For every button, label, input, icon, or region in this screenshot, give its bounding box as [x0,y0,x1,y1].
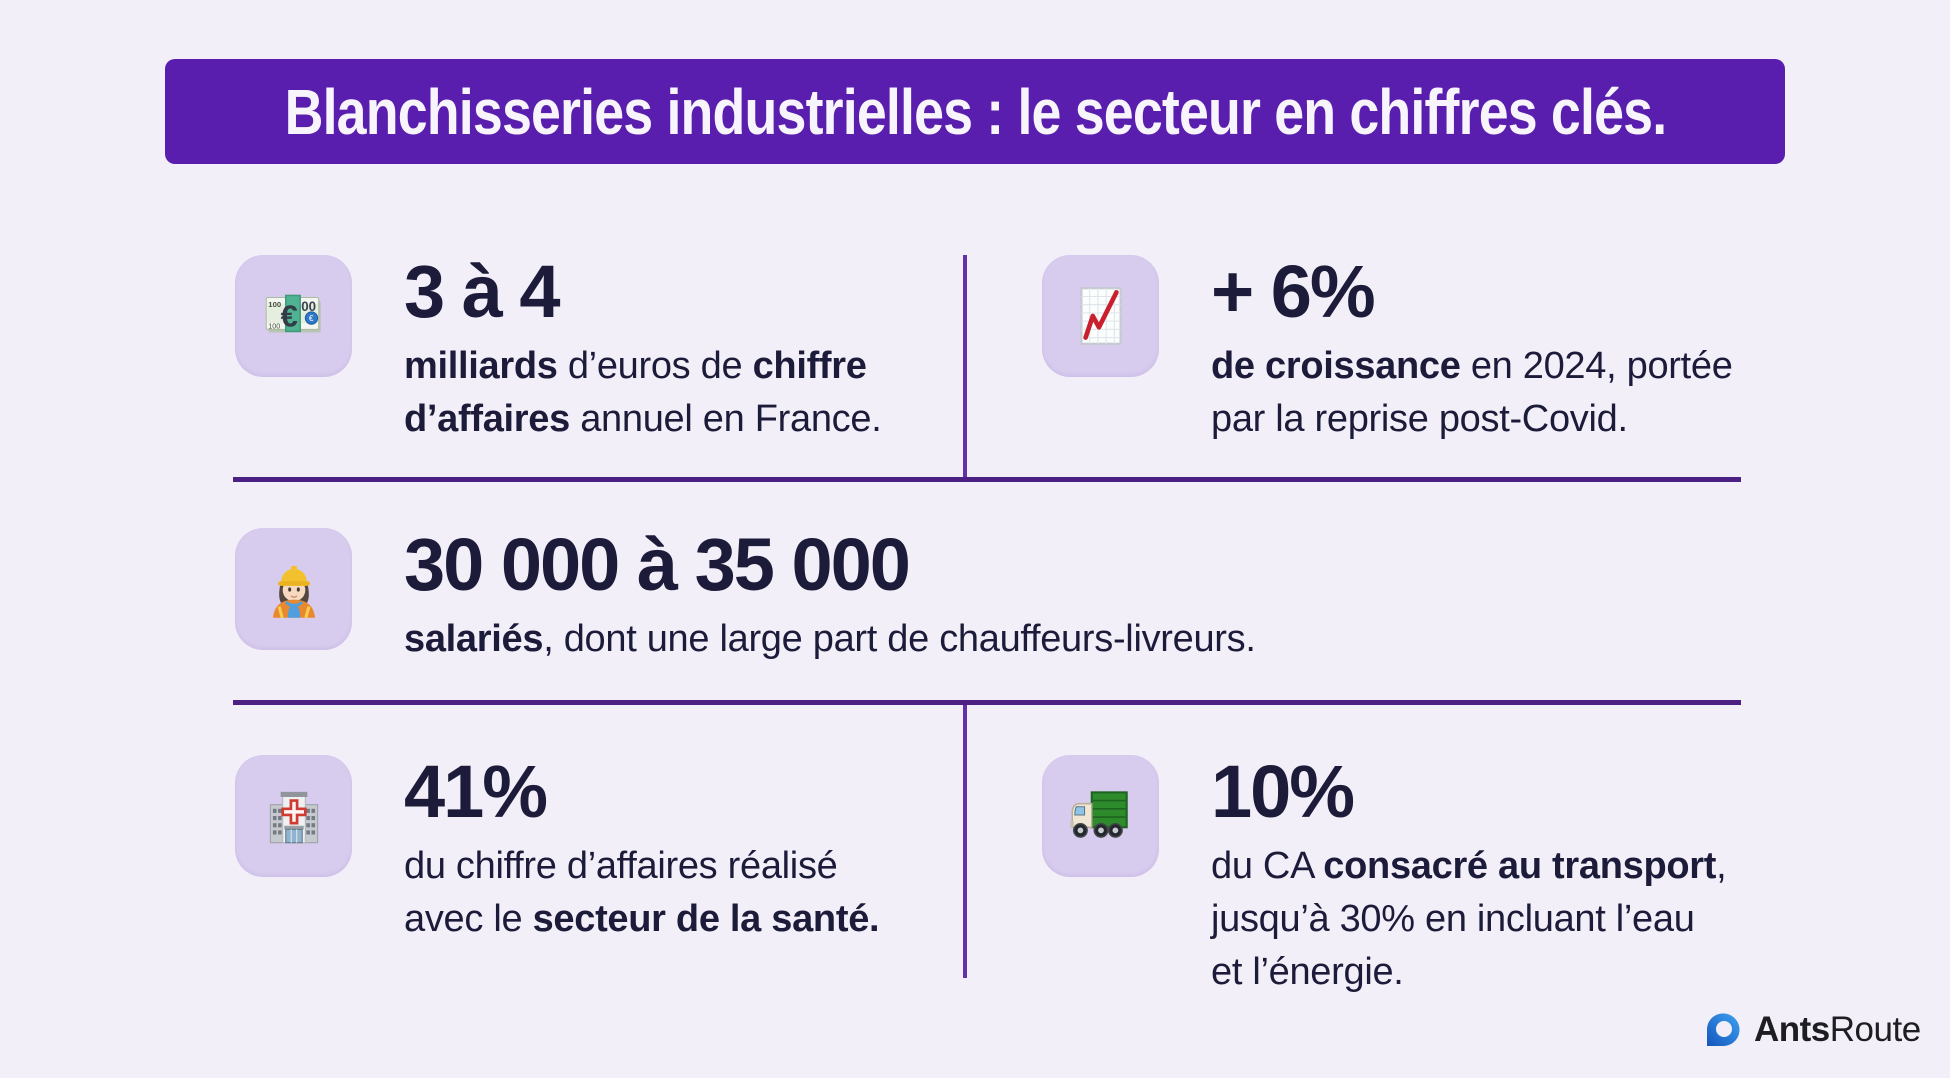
icon-tile: 100 100 00 € € [235,255,352,377]
stat-body: 3 à 4 milliards d’euros de chiffre d’affa… [404,250,882,446]
stat-headline: 3 à 4 [404,250,561,333]
logo-text-route: Route [1829,1010,1921,1049]
divider-vertical-top [963,255,967,477]
icon-tile [1042,755,1159,877]
logo-wordmark: AntsRoute [1754,1010,1921,1050]
icon-tile [235,755,352,877]
title-banner: Blanchisseries industrielles : le secteu… [165,59,1785,164]
stat-text: du CA consacré au transport, jusqu’à 30% … [1211,845,1727,993]
stat-text: du chiffre d’affaires réalisé avec le sec… [404,845,880,940]
hospital-icon [269,791,318,844]
euro-banknotes-icon: 100 100 00 € € [265,294,321,333]
icon-tile [1042,255,1159,377]
page-title: Blanchisseries industrielles : le secteu… [284,75,1667,148]
svg-text:100: 100 [268,321,280,330]
stat-body: 30 000 à 35 000 salariés, dont une large… [404,528,1256,666]
divider-vertical-bottom [963,705,967,978]
delivery-truck-icon [1069,791,1128,838]
stat-body: 10% du CA consacré au transport, jusqu’à … [1211,750,1727,999]
stat-headline: 30 000 à 35 000 [404,523,911,606]
svg-text:00: 00 [301,299,316,314]
stat-body: + 6% de croissance en 2024, portée par la… [1211,255,1733,446]
stat-card-chiffre-affaires: 100 100 00 € € 3 à 4 milliards d’euros d… [235,250,882,446]
stat-body: 41% du chiffre d’affaires réalisé avec le… [404,750,880,946]
stat-text: de croissance en 2024, portée par la repr… [1211,345,1733,440]
stat-headline: + 6% [1211,250,1376,333]
stat-text: salariés, dont une large part de chauffe… [404,618,1256,660]
stat-card-transport: 10% du CA consacré au transport, jusqu’à … [1042,750,1727,999]
stat-card-salaries: 30 000 à 35 000 salariés, dont une large… [235,528,1256,666]
logo-text-ants: Ants [1754,1010,1830,1049]
svg-text:€: € [280,298,297,333]
stat-text: milliards d’euros de chiffre d’affaires a… [404,345,882,440]
divider-horizontal-2 [233,700,1741,705]
stat-headline: 41% [404,750,548,833]
chart-increasing-icon [1079,287,1122,345]
antsroute-logo: AntsRoute [1701,1008,1921,1052]
construction-worker-icon [272,565,315,619]
svg-text:100: 100 [268,300,281,309]
icon-tile [235,528,352,650]
svg-text:€: € [308,314,313,323]
stat-card-croissance: + 6% de croissance en 2024, portée par la… [1042,255,1733,446]
stat-headline: 10% [1211,750,1355,833]
stat-card-sante: 41% du chiffre d’affaires réalisé avec le… [235,750,880,946]
antsroute-pin-icon [1707,1013,1740,1046]
divider-horizontal-1 [233,477,1741,482]
